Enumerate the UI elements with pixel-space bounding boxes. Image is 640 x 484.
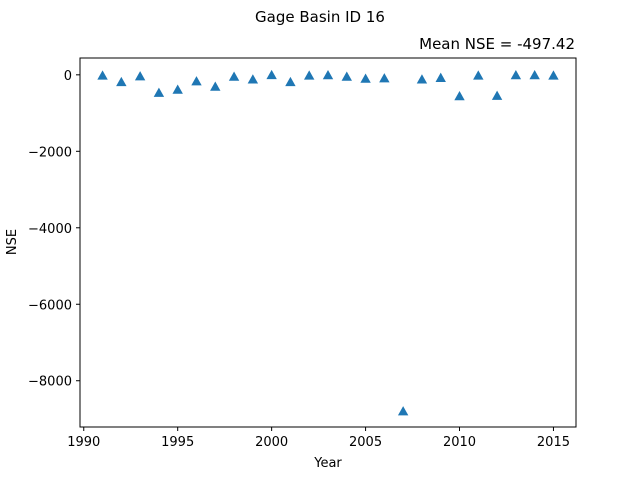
data-point (454, 91, 465, 101)
data-point (435, 72, 446, 82)
data-point (228, 71, 240, 81)
data-point (191, 76, 202, 86)
plot-area (97, 69, 559, 416)
data-point (304, 70, 315, 80)
data-point (379, 73, 390, 83)
data-point (510, 70, 522, 80)
data-point (285, 76, 296, 87)
y-axis-label: NSE (5, 229, 20, 255)
x-tick-label: 2010 (443, 435, 476, 450)
data-point (134, 71, 146, 81)
x-tick-label: 1995 (161, 435, 194, 450)
data-point (548, 70, 559, 80)
data-point (247, 74, 259, 84)
x-tick-label: 2005 (349, 435, 382, 450)
data-point (473, 70, 484, 80)
y-tick-label: −8000 (28, 375, 72, 390)
data-point (97, 70, 108, 80)
y-tick-label: −4000 (28, 222, 72, 237)
x-axis-label: Year (313, 456, 342, 471)
chart-subtitle: Mean NSE = -497.42 (419, 35, 575, 53)
chart-title: Gage Basin ID 16 (255, 8, 385, 26)
data-point (116, 76, 127, 87)
data-point (341, 71, 352, 81)
data-point (416, 74, 428, 84)
x-axis: 1990 1995 2000 2005 2010 2015 (67, 427, 570, 450)
y-tick-label: −2000 (28, 145, 72, 160)
axes-frame (79, 57, 577, 428)
data-point (397, 406, 409, 416)
x-tick-label: 2015 (537, 435, 570, 450)
y-axis: 0 −2000 −4000 −6000 −8000 (28, 69, 80, 390)
y-tick-label: 0 (64, 69, 72, 84)
data-point (529, 70, 540, 80)
x-tick-label: 2000 (255, 435, 288, 450)
data-point (210, 81, 221, 91)
y-tick-label: −6000 (28, 298, 72, 313)
data-point (491, 90, 503, 100)
x-tick-label: 1990 (67, 435, 100, 450)
data-point (266, 69, 277, 80)
data-point (322, 70, 334, 80)
data-point (360, 73, 371, 83)
data-point (153, 87, 165, 97)
data-point (172, 84, 183, 94)
